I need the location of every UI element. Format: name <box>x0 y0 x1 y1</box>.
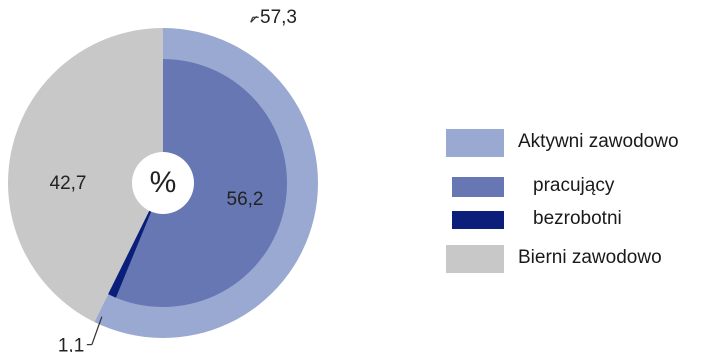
legend-label-aktywni-zawodowo: Aktywni zawodowo <box>518 131 679 152</box>
legend-label-bezrobotni: bezrobotni <box>533 208 622 229</box>
data-label-pracujacy: 56,2 <box>227 189 264 210</box>
inner-slice-pracujacy <box>115 59 288 308</box>
leader-line-bezrobotni <box>91 316 103 345</box>
outer-slice-bierni-zawodowo <box>7 27 164 322</box>
data-label-bierni: 42,7 <box>50 173 87 194</box>
legend-swatch-aktywni-zawodowo <box>446 129 504 157</box>
legend-swatch-bezrobotni <box>452 211 504 229</box>
center-label: % <box>150 166 177 199</box>
data-label-aktywni: 57,3 <box>260 7 297 28</box>
legend-label-pracujacy: pracujący <box>533 175 615 196</box>
center-hole <box>132 152 194 214</box>
legend-swatch-pracujacy <box>452 177 504 197</box>
donut-chart: % 56,2 42,7 57,3 1,1 <box>7 7 318 352</box>
data-label-bezrobotni: 1,1 <box>58 336 84 352</box>
inner-slice-bezrobotni <box>108 183 163 298</box>
legend-swatch-bierni-zawodowo <box>446 245 504 273</box>
legend-label-bierni-zawodowo: Bierni zawodowo <box>518 247 662 268</box>
